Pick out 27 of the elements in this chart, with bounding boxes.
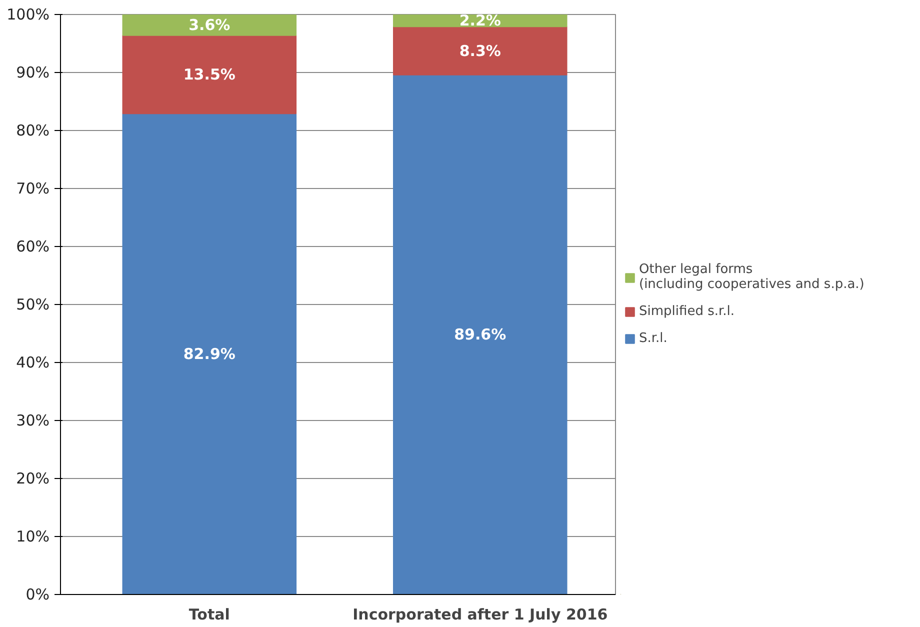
- bar: [122, 34, 297, 114]
- legend-label: Simplified s.r.l.: [639, 304, 735, 319]
- y-tick-label: 90%: [16, 64, 50, 82]
- y-tick-label: 100%: [6, 6, 50, 24]
- data-label: 82.9%: [183, 345, 236, 364]
- y-tick-label: 0%: [26, 586, 50, 604]
- data-label: 3.6%: [188, 16, 230, 34]
- x-tick-label: Total: [188, 606, 230, 624]
- y-tick-label: 70%: [16, 180, 50, 198]
- y-tick-label: 10%: [16, 528, 50, 546]
- legend-label: Other legal forms (including cooperatives and s.p.a.): [639, 262, 864, 292]
- bar: [393, 74, 568, 594]
- y-tick-label: 40%: [16, 354, 50, 372]
- data-label: 13.5%: [183, 66, 236, 84]
- data-label: 89.6%: [454, 326, 506, 344]
- data-label: 2.2%: [459, 11, 501, 30]
- y-tick-label: 30%: [16, 412, 50, 430]
- x-tick-label: Incorporated after 1 July 2016: [352, 606, 608, 624]
- bar: [122, 14, 297, 36]
- bar: [393, 26, 568, 76]
- bar: [122, 113, 297, 594]
- y-tick-label: 80%: [16, 122, 50, 140]
- y-tick-label: 60%: [16, 238, 50, 256]
- data-label: 8.3%: [459, 42, 501, 60]
- y-tick-label: 20%: [16, 470, 50, 488]
- y-tick-label: 50%: [16, 296, 50, 314]
- legend-label: S.r.l.: [639, 331, 668, 346]
